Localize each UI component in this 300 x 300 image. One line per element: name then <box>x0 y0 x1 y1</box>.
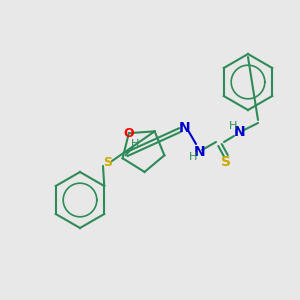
Text: N: N <box>234 125 246 139</box>
Text: N: N <box>179 121 191 135</box>
Text: S: S <box>221 155 231 169</box>
Text: H: H <box>130 139 139 149</box>
Text: H: H <box>189 152 197 162</box>
Text: S: S <box>103 157 112 169</box>
Text: H: H <box>229 121 237 131</box>
Text: N: N <box>194 145 206 159</box>
Text: O: O <box>124 127 134 140</box>
